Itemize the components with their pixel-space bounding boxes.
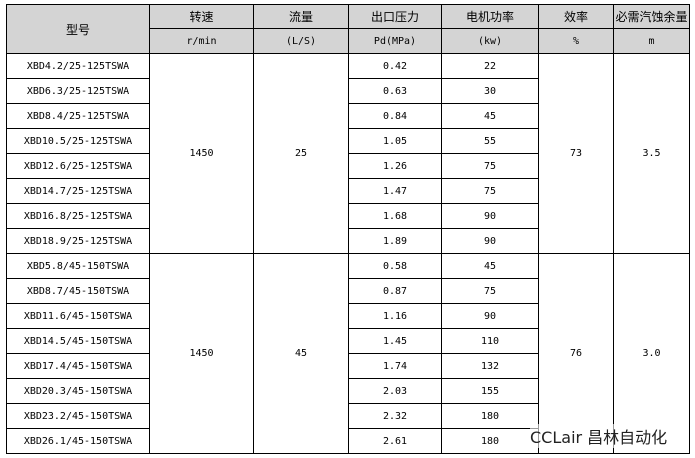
model-cell: XBD11.6/45-150TSWA: [6, 303, 150, 329]
header-speed: 转速: [149, 4, 254, 29]
efficiency-cell: 76: [538, 253, 614, 454]
model-cell: XBD23.2/45-150TSWA: [6, 403, 150, 429]
table-row: XBD18.9/25-125TSWA 1.89 90: [6, 228, 690, 254]
table-row: XBD17.4/45-150TSWA 1.74 132: [6, 353, 690, 379]
model-cell: XBD6.3/25-125TSWA: [6, 78, 150, 104]
power-cell: 180: [441, 403, 539, 429]
flow-cell: 45: [253, 253, 349, 454]
model-cell: XBD14.5/45-150TSWA: [6, 328, 150, 354]
model-cell: XBD26.1/45-150TSWA: [6, 428, 150, 454]
model-cell: XBD10.5/25-125TSWA: [6, 128, 150, 154]
power-cell: 45: [441, 103, 539, 129]
power-cell: 75: [441, 178, 539, 204]
npsh-cell: 3.5: [613, 53, 690, 254]
model-cell: XBD12.6/25-125TSWA: [6, 153, 150, 179]
pump-spec-table: 型号 转速 流量 出口压力 电机功率 效率 必需汽蚀余量 r/min (L/S)…: [6, 4, 690, 454]
flow-cell: 25: [253, 53, 349, 254]
pressure-cell: 0.58: [348, 253, 442, 279]
power-cell: 90: [441, 303, 539, 329]
header-pressure: 出口压力: [348, 4, 442, 29]
header-power: 电机功率: [441, 4, 539, 29]
efficiency-cell: 73: [538, 53, 614, 254]
table-row: XBD20.3/45-150TSWA 2.03 155: [6, 378, 690, 404]
pressure-cell: 0.42: [348, 53, 442, 79]
pressure-cell: 1.45: [348, 328, 442, 354]
unit-npsh: m: [613, 28, 690, 54]
power-cell: 55: [441, 128, 539, 154]
pressure-cell: 0.87: [348, 278, 442, 304]
power-cell: 75: [441, 153, 539, 179]
power-cell: 155: [441, 378, 539, 404]
watermark: CCLair 昌林自动化: [530, 424, 668, 448]
unit-speed: r/min: [149, 28, 254, 54]
table-row: XBD14.7/25-125TSWA 1.47 75: [6, 178, 690, 204]
pressure-cell: 1.05: [348, 128, 442, 154]
unit-efficiency: %: [538, 28, 614, 54]
pressure-cell: 0.63: [348, 78, 442, 104]
pressure-cell: 2.61: [348, 428, 442, 454]
model-cell: XBD16.8/25-125TSWA: [6, 203, 150, 229]
table-row: XBD8.7/45-150TSWA 0.87 75: [6, 278, 690, 304]
npsh-cell: 3.0: [613, 253, 690, 454]
table-row: XBD12.6/25-125TSWA 1.26 75: [6, 153, 690, 179]
model-cell: XBD14.7/25-125TSWA: [6, 178, 150, 204]
model-cell: XBD17.4/45-150TSWA: [6, 353, 150, 379]
model-cell: XBD20.3/45-150TSWA: [6, 378, 150, 404]
speed-cell: 1450: [149, 253, 254, 454]
pressure-cell: 1.74: [348, 353, 442, 379]
speed-cell: 1450: [149, 53, 254, 254]
power-cell: 90: [441, 203, 539, 229]
pressure-cell: 0.84: [348, 103, 442, 129]
power-cell: 180: [441, 428, 539, 454]
pressure-cell: 2.03: [348, 378, 442, 404]
model-cell: XBD5.8/45-150TSWA: [6, 253, 150, 279]
unit-power: (kw): [441, 28, 539, 54]
power-cell: 110: [441, 328, 539, 354]
pressure-cell: 1.16: [348, 303, 442, 329]
unit-flow: (L/S): [253, 28, 349, 54]
table-row: XBD4.2/25-125TSWA 1450 25 0.42 22 73 3.5: [6, 53, 690, 254]
header-efficiency: 效率: [538, 4, 614, 29]
table-row: XBD8.4/25-125TSWA 0.84 45: [6, 103, 690, 129]
power-cell: 75: [441, 278, 539, 304]
pressure-cell: 2.32: [348, 403, 442, 429]
table-row: XBD26.1/45-150TSWA 2.61 180: [6, 428, 690, 454]
unit-pressure: Pd(MPa): [348, 28, 442, 54]
pressure-cell: 1.68: [348, 203, 442, 229]
model-cell: XBD8.7/45-150TSWA: [6, 278, 150, 304]
power-cell: 90: [441, 228, 539, 254]
model-cell: XBD4.2/25-125TSWA: [6, 53, 150, 79]
model-cell: XBD8.4/25-125TSWA: [6, 103, 150, 129]
header-flow: 流量: [253, 4, 349, 29]
pressure-cell: 1.26: [348, 153, 442, 179]
header-npsh: 必需汽蚀余量: [613, 4, 690, 29]
header-model: 型号: [6, 4, 150, 54]
power-cell: 45: [441, 253, 539, 279]
power-cell: 22: [441, 53, 539, 79]
model-cell: XBD18.9/25-125TSWA: [6, 228, 150, 254]
power-cell: 132: [441, 353, 539, 379]
table-row: XBD16.8/25-125TSWA 1.68 90: [6, 203, 690, 229]
pressure-cell: 1.89: [348, 228, 442, 254]
table-row: XBD5.8/45-150TSWA 1450 45 0.58 45 76 3.0: [6, 253, 690, 454]
pressure-cell: 1.47: [348, 178, 442, 204]
power-cell: 30: [441, 78, 539, 104]
